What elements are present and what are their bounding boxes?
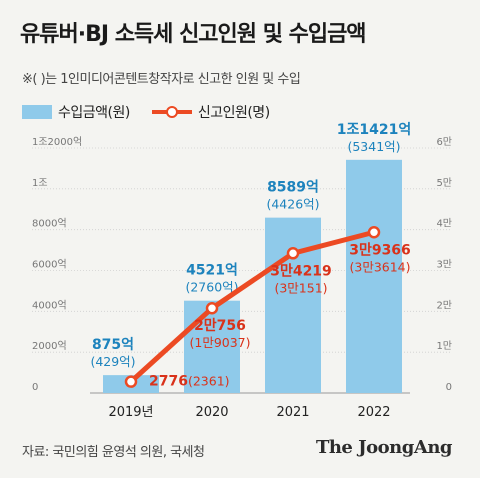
line-point <box>367 226 381 239</box>
line-value-label: 2만756 <box>194 318 246 334</box>
y-left-tick-label: 6000억 <box>32 259 67 271</box>
bar-value-label: 8589억 <box>267 180 319 196</box>
y-left-tick-label: 4000억 <box>32 299 67 311</box>
bar-sub-label: (2760억) <box>185 280 238 295</box>
x-tick-label: 2019년 <box>108 405 153 420</box>
bar-value-label: 1조1421억 <box>337 122 411 138</box>
y-left-tick-label: 1조 <box>32 178 48 189</box>
line-point <box>205 301 219 315</box>
line-value-label: 3만4219 <box>270 263 332 279</box>
y-right-tick-label: 0 <box>446 382 452 393</box>
line-value-label: 2776(2361) <box>149 374 230 390</box>
x-tick-label: 2022 <box>357 405 390 420</box>
bar-sub-label: (4426억) <box>266 197 319 212</box>
y-right-tick-label: 1만 <box>436 340 452 352</box>
y-left-tick-label: 8000억 <box>32 218 67 230</box>
y-right-tick-label: 2만 <box>436 299 452 311</box>
legend-line-swatch <box>151 105 192 119</box>
line-series <box>128 229 377 385</box>
legend-bar-label: 수입금액(원) <box>58 105 130 121</box>
y-right-tick-label: 5만 <box>436 177 452 189</box>
bar <box>265 217 321 393</box>
line-sub-label: (3만151) <box>274 280 327 295</box>
page-title: 유튜버·BJ 소득세 신고인원 및 수입금액 <box>20 22 367 47</box>
publisher-logo: The JoongAng <box>315 437 453 458</box>
y-left-tick-label: 0 <box>32 382 38 393</box>
bar-value-label: 875억 <box>92 337 134 353</box>
footnote: ※( )는 1인미디어콘텐트창작자로 신고한 인원 및 수입 <box>22 72 301 87</box>
y-left-tick-label: 2000억 <box>32 340 67 352</box>
x-tick-label: 2021 <box>276 405 309 420</box>
x-tick-label: 2020 <box>195 405 228 420</box>
source-note: 자료: 국민의힘 윤영석 의원, 국세청 <box>22 445 205 460</box>
line-point <box>124 375 138 388</box>
y-right-tick-label: 4만 <box>436 218 452 230</box>
line-point <box>286 247 300 260</box>
line-value-label: 3만9366 <box>349 242 411 258</box>
y-right-tick-label: 3만 <box>436 259 452 271</box>
bar-sub-label: (5341억) <box>347 139 400 154</box>
bar <box>346 159 402 393</box>
y-right-tick-label: 6만 <box>436 136 452 148</box>
legend: 수입금액(원) 신고인원(명) <box>22 102 270 122</box>
line-sub-label: (1만9037) <box>189 335 250 350</box>
y-left-tick-label: 1조2000억 <box>32 136 82 148</box>
legend-line-label: 신고인원(명) <box>197 105 270 121</box>
bar <box>184 300 240 393</box>
line-sub-label: (3만3614) <box>349 259 410 274</box>
legend-bar-swatch <box>22 105 52 119</box>
bar-value-label: 4521억 <box>186 263 238 279</box>
bar-sub-label: (429억) <box>90 354 135 369</box>
